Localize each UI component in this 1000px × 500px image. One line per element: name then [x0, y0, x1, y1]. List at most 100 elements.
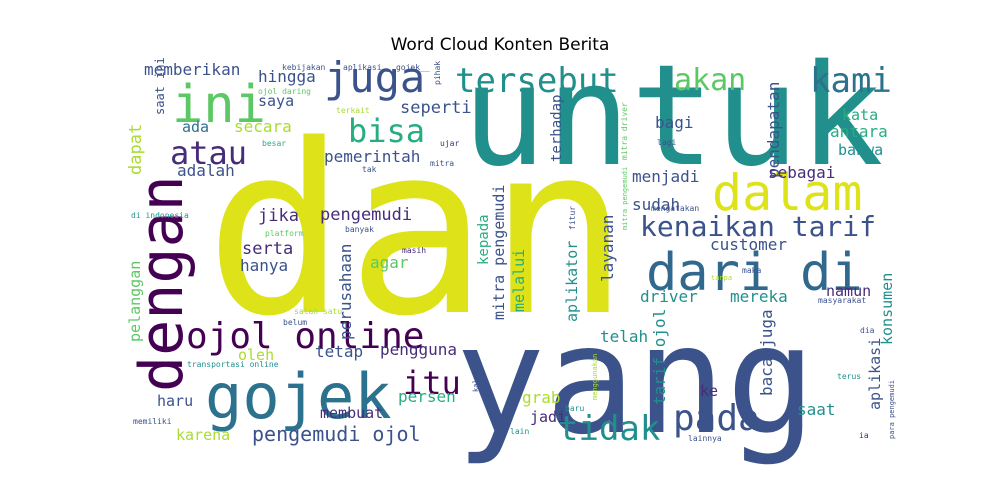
- word-menggunakan: menggunakan: [591, 354, 599, 400]
- word-lagi: lagi: [657, 138, 676, 147]
- word-ujar: ujar: [440, 139, 459, 148]
- word-jika: jika: [258, 206, 299, 226]
- word-juga: juga: [324, 53, 425, 102]
- word-dapat: dapat: [126, 124, 146, 175]
- word-atau: atau: [170, 134, 247, 172]
- word-tak: tak: [362, 165, 377, 174]
- word-customer: customer: [710, 235, 787, 254]
- word-aplikasi-gojek: aplikasi __gojek__: [343, 63, 430, 72]
- word-haru: haru: [157, 392, 193, 410]
- word-pengemudi-ojol: pengemudi ojol: [252, 422, 421, 446]
- word-untuk: untuk: [462, 35, 883, 198]
- word-dari: dari: [646, 243, 771, 303]
- word-hanya: hanya: [240, 256, 288, 275]
- word-bagi: bagi: [655, 113, 694, 132]
- word-serta: serta: [242, 239, 293, 259]
- word-karena: karena: [176, 426, 230, 444]
- word-perusahaan: perusahaan: [336, 244, 355, 340]
- word-kami: kami: [810, 61, 892, 101]
- word-platform: platform: [265, 229, 304, 238]
- word-banyak: banyak: [345, 225, 374, 234]
- word-para-pengemudi: para pengemudi: [888, 380, 896, 439]
- word-pihak: pihak: [433, 61, 442, 85]
- word-sebagai: sebagai: [768, 163, 835, 182]
- word-bisa: bisa: [348, 112, 425, 150]
- word-kepada: kepada: [476, 214, 492, 265]
- word-ojol-online: ojol online: [186, 316, 424, 357]
- word-saya: saya: [258, 92, 294, 110]
- word-ojol-daring: ojol daring: [258, 87, 311, 96]
- word-mereka: mereka: [730, 287, 788, 306]
- word-pengemudi: pengemudi: [320, 205, 412, 225]
- word-tidak: tidak: [558, 409, 660, 449]
- word-pelanggan: pelanggan: [126, 261, 144, 342]
- word-sudah: sudah: [632, 195, 680, 214]
- word-belum: belum: [283, 318, 307, 327]
- word-persen: persen: [398, 387, 456, 406]
- word-konsumen: konsumen: [878, 273, 896, 345]
- word-dengan: dengan: [127, 175, 197, 392]
- word-masih: masih: [402, 246, 426, 255]
- word-bahwa: bahwa: [838, 141, 883, 159]
- word-melalui: melalui: [510, 249, 528, 312]
- word-dia: dia: [860, 326, 875, 335]
- word-tarif-ojol: tarif ojol: [650, 309, 669, 405]
- word-tersebut: tersebut: [455, 61, 619, 101]
- word-masyarakat: masyarakat: [818, 296, 866, 305]
- word-maka: maka: [742, 266, 761, 275]
- word-akan: akan: [674, 63, 746, 98]
- word-namun: namun: [826, 282, 871, 300]
- word-hingga: hingga: [258, 67, 316, 86]
- word-antara: antara: [830, 122, 888, 141]
- word-ia: ia: [859, 431, 869, 440]
- word-lain: lain: [510, 427, 529, 436]
- word-di: di: [800, 243, 863, 303]
- word-layanan: layanan: [598, 215, 617, 282]
- word-seperti: seperti: [400, 98, 472, 118]
- word-tanpa: tanpa: [711, 274, 732, 282]
- word-pendapatan: pendapatan: [764, 82, 783, 178]
- word-pengguna: pengguna: [380, 340, 457, 359]
- word-memiliki: memiliki: [133, 417, 172, 426]
- word-pada: pada: [673, 398, 760, 439]
- word-dalam: dalam: [712, 164, 863, 222]
- word-aplikator: aplikator: [563, 241, 581, 322]
- word-ke: ke: [700, 382, 718, 400]
- chart-title: Word Cloud Konten Berita: [390, 35, 610, 55]
- word-gojek: gojek: [205, 360, 392, 433]
- word-terus: terus: [837, 372, 861, 381]
- word-terhadap: terhadap: [549, 95, 565, 162]
- word-adalah: adalah: [177, 161, 235, 180]
- word-fitur: fitur: [568, 206, 577, 230]
- word-oleh: oleh: [238, 346, 274, 364]
- word-baru: baru: [565, 404, 584, 413]
- word-kalau: kalau: [472, 371, 480, 392]
- word-pemerintah: pemerintah: [324, 147, 420, 166]
- word-aplikasi: aplikasi: [866, 338, 884, 410]
- word-mitra-driver: mitra driver: [620, 102, 629, 160]
- word-agar: agar: [370, 253, 409, 272]
- word-salah-satu: salah satu: [294, 307, 342, 316]
- word-membuat: membuat: [320, 404, 383, 422]
- word-saat-ini: saat ini: [153, 57, 167, 115]
- word-itu: itu: [403, 364, 461, 402]
- word-kenaikan-tarif: kenaikan tarif: [640, 210, 876, 243]
- word-menjadi: menjadi: [632, 167, 699, 186]
- word-saat: saat: [797, 400, 836, 419]
- word-secara: secara: [234, 117, 292, 136]
- word-grab: grab: [522, 388, 561, 407]
- word-telah: telah: [600, 327, 648, 346]
- word-kebijakan: kebijakan: [282, 63, 326, 72]
- word-besar: besar: [262, 139, 286, 148]
- word-driver: driver: [640, 287, 698, 306]
- word-mengatakan: mengatakan: [651, 204, 699, 213]
- word-baca-juga: baca juga: [757, 309, 776, 396]
- word-kata: kata: [842, 106, 878, 124]
- word-ada: ada: [182, 118, 209, 136]
- word-transportasi-online: transportasi online: [187, 360, 279, 369]
- word-memberikan: memberikan: [144, 60, 240, 79]
- word-ini: ini: [172, 75, 266, 135]
- word-mitra-pengemudi: mitra pengemudi: [490, 185, 508, 320]
- word-lainnya: lainnya: [688, 434, 722, 443]
